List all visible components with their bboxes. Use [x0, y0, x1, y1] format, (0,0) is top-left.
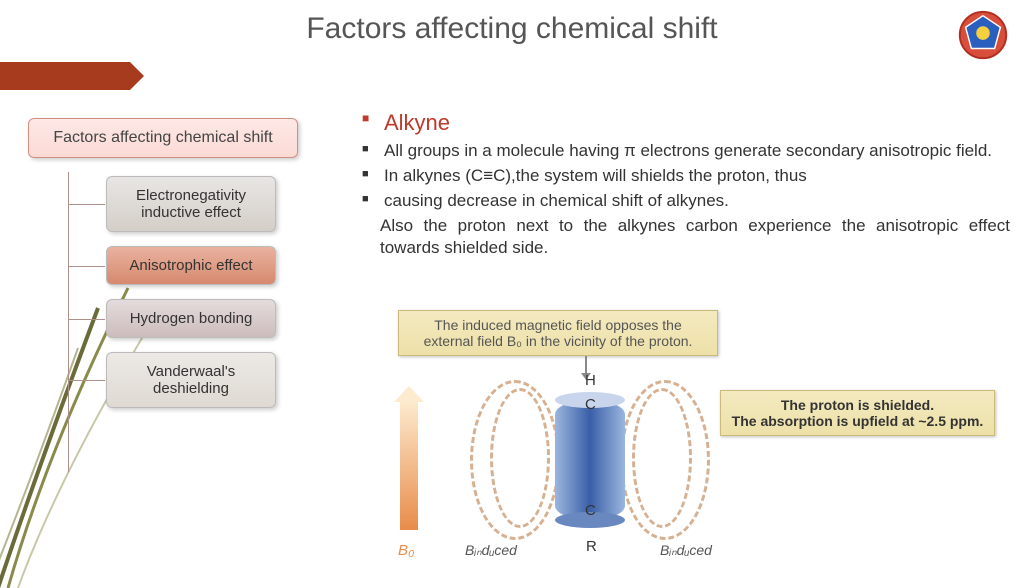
label-C-top: C — [585, 396, 596, 413]
alkyne-diagram: The induced magnetic field opposes the e… — [380, 310, 1000, 570]
tree-item-vanderwaal: Vanderwaal's deshielding — [106, 352, 276, 408]
label-R: R — [586, 538, 597, 555]
bullet-3: causing decrease in chemical shift of al… — [360, 190, 1010, 213]
label-Bo: B₀ — [398, 542, 414, 559]
caption-right-line1: The proton is shielded. — [781, 397, 934, 413]
diagram-caption-right: The proton is shielded. The absorption i… — [720, 390, 995, 436]
tree-item-hydrogen: Hydrogen bonding — [106, 299, 276, 338]
caption-top-line1: The induced magnetic field opposes the — [434, 317, 682, 333]
bullet-2: In alkynes (C≡C),the system will shields… — [360, 165, 1010, 188]
content-paragraph: Also the proton next to the alkynes carb… — [360, 215, 1010, 261]
tree-item-anisotrophic: Anisotrophic effect — [106, 246, 276, 285]
field-loop-left-inner — [490, 388, 550, 528]
diagram-caption-top: The induced magnetic field opposes the e… — [398, 310, 718, 356]
label-C-bottom: C — [585, 502, 596, 519]
bullet-1: All groups in a molecule having π electr… — [360, 140, 1010, 163]
label-Binduced-right: Bᵢₙdᵤced — [660, 542, 712, 559]
caption-top-line2: external field B₀ in the vicinity of the… — [424, 333, 693, 349]
main-content: Alkyne All groups in a molecule having π… — [360, 108, 1010, 260]
accent-bar — [0, 62, 130, 90]
tree-item-electronegativity: Electronegativity inductive effect — [106, 176, 276, 232]
page-title: Factors affecting chemical shift — [0, 0, 1024, 46]
external-field-arrow-icon — [400, 400, 418, 530]
tree-root: Factors affecting chemical shift — [28, 118, 298, 158]
content-heading: Alkyne — [360, 108, 1010, 138]
institution-logo — [954, 6, 1012, 64]
label-H: H — [585, 372, 596, 389]
caption-right-line2: The absorption is upfield at ~2.5 ppm. — [732, 413, 984, 429]
field-loop-right-inner — [632, 388, 692, 528]
factors-tree: Factors affecting chemical shift Electro… — [28, 118, 308, 422]
label-Binduced-left: Bᵢₙdᵤced — [465, 542, 517, 559]
